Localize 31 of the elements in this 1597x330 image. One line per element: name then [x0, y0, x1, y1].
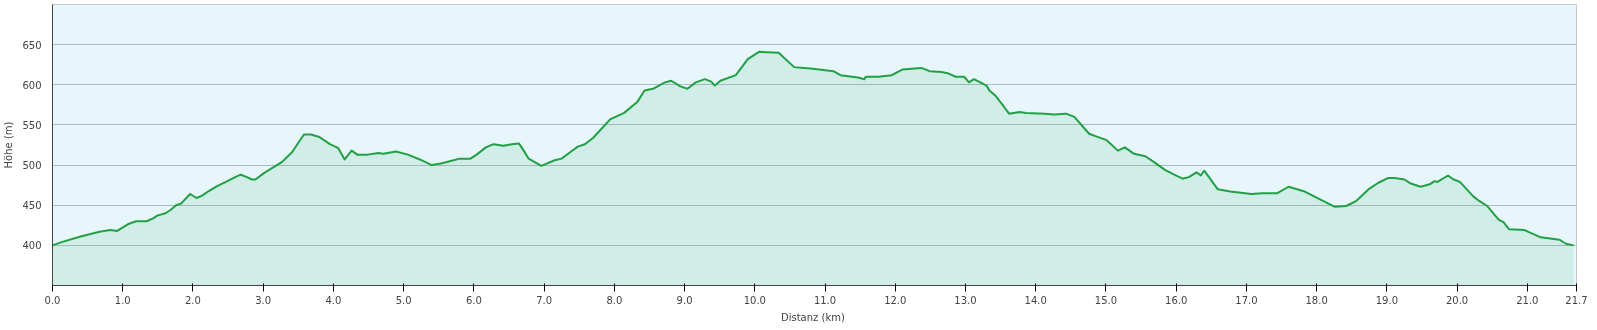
y-tick-label: 650: [22, 39, 42, 51]
x-tick-label: 12.0: [884, 294, 907, 306]
x-tick-label: 21.7: [1565, 294, 1588, 306]
x-tick-label: 5.0: [395, 294, 412, 306]
x-tick-label: 16.0: [1165, 294, 1188, 306]
x-tick-label: 19.0: [1375, 294, 1399, 306]
x-tick-label: 1.0: [114, 294, 131, 306]
y-tick-label: 550: [22, 119, 42, 131]
y-tick-label: 500: [22, 160, 42, 172]
x-tick-label: 8.0: [606, 294, 623, 306]
y-tick-label: 600: [22, 79, 42, 91]
x-axis-title: Distanz (km): [780, 311, 845, 323]
x-tick-label: 4.0: [325, 294, 342, 306]
x-tick-label: 10.0: [743, 294, 766, 306]
x-tick-label: 7.0: [536, 294, 553, 306]
x-tick-label: 21.0: [1516, 294, 1539, 306]
x-tick-label: 17.0: [1235, 294, 1258, 306]
x-tick-label: 0.0: [44, 294, 61, 306]
y-tick-label: 400: [22, 240, 42, 252]
x-tick-label: 2.0: [185, 294, 201, 306]
y-tick-label: 450: [22, 200, 42, 212]
y-axis-title: Höhe (m): [3, 121, 15, 169]
x-tick-label: 13.0: [954, 294, 977, 306]
x-tick-label: 6.0: [465, 294, 482, 306]
x-tick-label: 9.0: [676, 294, 693, 306]
x-tick-label: 14.0: [1024, 294, 1047, 306]
x-tick-label: 11.0: [813, 294, 837, 306]
x-tick-label: 3.0: [255, 294, 272, 306]
x-tick-label: 15.0: [1094, 294, 1118, 306]
x-tick-label: 20.0: [1445, 294, 1469, 306]
x-tick-label: 18.0: [1305, 294, 1328, 306]
